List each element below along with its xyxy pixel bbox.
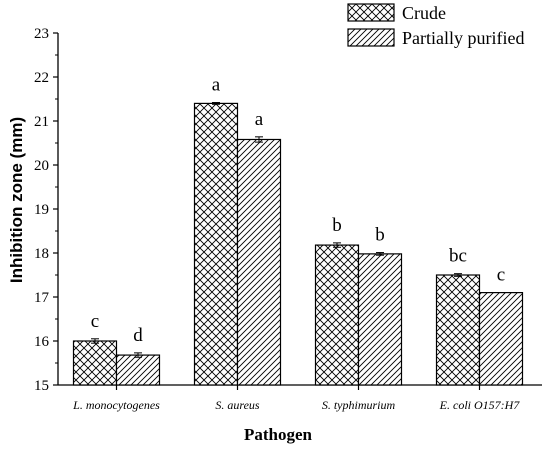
significance-label: a — [255, 109, 264, 130]
significance-label: b — [332, 215, 342, 236]
bar — [314, 244, 360, 386]
significance-label: a — [212, 75, 221, 96]
legend-label: Partially purified — [402, 28, 524, 48]
x-category-label: E. coli O157:H7 — [439, 398, 521, 412]
bar — [193, 102, 239, 386]
legend-swatch — [347, 28, 395, 47]
y-tick-label: 17 — [34, 290, 50, 306]
x-category-label: S. aureus — [215, 398, 260, 412]
bar — [72, 340, 118, 386]
legend-swatch — [347, 3, 395, 22]
bar — [236, 138, 282, 386]
bar — [435, 274, 481, 386]
legend-label: Crude — [402, 3, 446, 23]
y-tick-label: 22 — [34, 70, 49, 86]
bar — [478, 292, 524, 386]
bar — [115, 354, 161, 386]
y-tick-label: 20 — [34, 158, 49, 174]
significance-label: bc — [449, 246, 467, 267]
y-tick-label: 16 — [34, 334, 50, 350]
bar — [357, 253, 403, 386]
significance-label: b — [375, 225, 385, 246]
x-category-label: S. typhimurium — [322, 398, 396, 412]
y-tick-label: 18 — [34, 246, 49, 262]
plot-area: 15 16 17 18 19 20 21 22 23 L. monocytogenes c d S. a… — [34, 26, 542, 412]
significance-label: c — [497, 265, 505, 286]
y-tick-label: 21 — [34, 114, 49, 130]
significance-label: c — [91, 311, 99, 332]
y-axis-title: Inhibition zone (mm) — [7, 117, 26, 283]
y-tick-label: 15 — [34, 378, 49, 394]
y-tick-label: 23 — [34, 26, 49, 42]
legend: Crude Partially purified — [347, 3, 524, 48]
significance-label: d — [133, 325, 143, 346]
x-axis-title: Pathogen — [244, 425, 313, 444]
x-category-label: L. monocytogenes — [72, 398, 160, 412]
y-tick-label: 19 — [34, 202, 49, 218]
